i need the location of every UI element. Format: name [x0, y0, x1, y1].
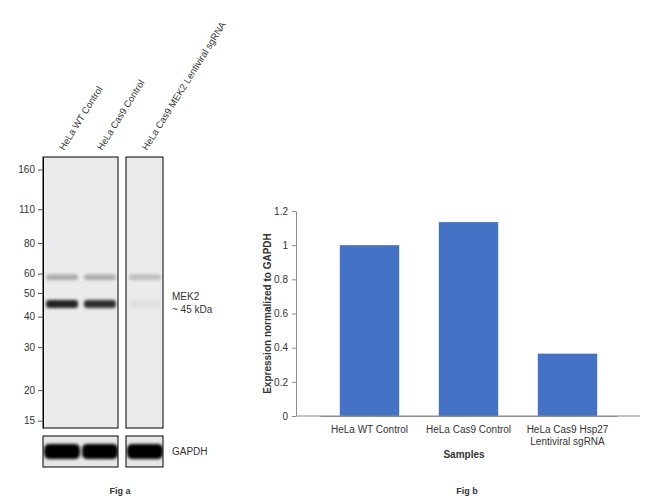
lane-label: HeLa Cas9 Control — [94, 78, 146, 152]
tick-mark — [38, 209, 43, 210]
tick-label: 20 — [24, 385, 36, 396]
tick-mark — [292, 416, 296, 417]
tick: 0 — [282, 411, 296, 422]
band — [129, 300, 161, 308]
bar — [439, 222, 498, 416]
x-axis-title: Samples — [443, 449, 485, 460]
tick: 0.4 — [274, 342, 296, 353]
tick-label: 0 — [282, 411, 288, 422]
bar — [538, 354, 597, 416]
band — [127, 444, 163, 459]
band — [44, 444, 80, 459]
tick: 1.2 — [274, 206, 296, 217]
tick: 80 — [24, 238, 43, 249]
tick: HeLa Cas9 Hsp27Lentiviral sgRNA — [527, 424, 609, 447]
membrane-border — [126, 436, 163, 467]
tick: 30 — [24, 342, 43, 353]
tick-mark — [38, 317, 43, 318]
tick: 50 — [24, 288, 43, 299]
tick-label: 0.6 — [274, 308, 288, 319]
baseline — [296, 416, 640, 417]
bar — [340, 245, 399, 416]
tick-mark — [292, 314, 296, 315]
band — [46, 274, 78, 280]
band-label: MEK2 — [172, 291, 200, 302]
tick-mark — [38, 390, 43, 391]
bands — [46, 274, 161, 308]
tick-mark — [38, 274, 43, 275]
tick-label: 60 — [24, 268, 36, 279]
membrane-gapdh — [43, 436, 118, 467]
tick-mark — [292, 245, 296, 246]
y-axis-title: Expression normalized to GAPDH — [262, 233, 273, 394]
tick: 1 — [282, 240, 296, 251]
tick: 0.6 — [274, 308, 296, 319]
gapdh-bands — [44, 444, 163, 459]
tick-mark — [292, 279, 296, 280]
membrane-gapdh — [126, 436, 163, 467]
background — [0, 0, 650, 502]
tick-mark — [38, 169, 43, 170]
tick-label: 0.4 — [274, 342, 288, 353]
figure: 16011080605040302015HeLa WT ControlHeLa … — [0, 0, 650, 502]
tick: 0.2 — [274, 377, 296, 388]
tick-label: 160 — [18, 164, 35, 175]
loading-control-label: GAPDH — [172, 446, 208, 457]
tick: 160 — [18, 164, 43, 175]
membrane — [43, 157, 118, 428]
y-axis: 0 0.2 0.4 0.6 0.8 1 1.2 — [274, 206, 296, 422]
tick-mark — [292, 211, 296, 212]
lane-label: HeLa Cas9 MEK2 Lentiviral sgRNA — [139, 19, 228, 152]
tick-label: 15 — [24, 415, 36, 426]
band — [46, 300, 78, 308]
tick-label: HeLa Cas9 Control — [426, 424, 511, 435]
tick-label: HeLa WT Control — [331, 424, 408, 435]
tick: 20 — [24, 385, 43, 396]
band-size-label: ~ 45 kDa — [172, 304, 213, 315]
tick-label: 0.8 — [274, 274, 288, 285]
tick-mark — [292, 382, 296, 383]
band — [84, 300, 116, 308]
tick: 0.8 — [274, 274, 296, 285]
tick: 15 — [24, 415, 43, 426]
blot — [43, 157, 163, 467]
tick: HeLa Cas9 Control — [426, 424, 511, 435]
bars — [340, 222, 597, 416]
tick-label: 30 — [24, 342, 36, 353]
membrane — [126, 157, 163, 428]
membrane-border — [43, 157, 118, 428]
tick-mark — [292, 348, 296, 349]
tick-label: HeLa Cas9 Hsp27Lentiviral sgRNA — [527, 424, 609, 447]
band — [84, 274, 116, 280]
tick: 60 — [24, 268, 43, 279]
caption: Fig a — [109, 486, 131, 496]
tick-mark — [38, 421, 43, 422]
tick: 110 — [19, 204, 43, 215]
tick-mark — [38, 347, 43, 348]
band — [82, 444, 118, 459]
tick-label: 1 — [282, 240, 288, 251]
tick-label: 50 — [24, 288, 36, 299]
membrane-border — [43, 436, 118, 467]
tick-label: 0.2 — [274, 377, 288, 388]
x-axis: HeLa WT Control HeLa Cas9 Control HeLa Cas… — [321, 417, 618, 448]
tick-mark — [38, 293, 43, 294]
membrane-border — [126, 157, 163, 428]
ladder-axis: 160 110 80 60 50 40 30 20 15 — [18, 158, 43, 429]
tick: HeLa WT Control — [331, 424, 408, 435]
tick-label: 1.2 — [274, 206, 288, 217]
tick-label: 110 — [19, 204, 35, 215]
caption: Fig b — [456, 486, 478, 496]
tick: 40 — [24, 311, 43, 322]
tick-label: 40 — [24, 311, 36, 322]
band — [129, 274, 161, 280]
tick-mark — [38, 243, 43, 244]
tick-label: 80 — [24, 238, 36, 249]
axis-line — [43, 158, 44, 429]
axis-line — [296, 212, 297, 417]
